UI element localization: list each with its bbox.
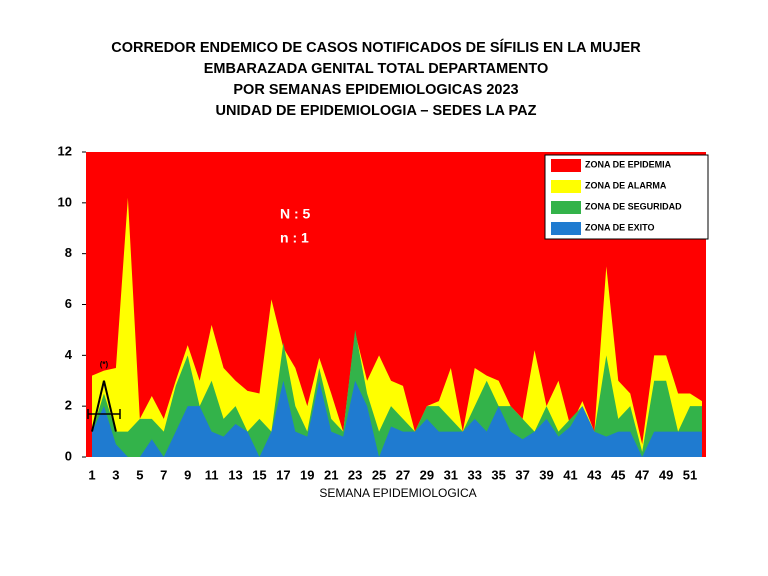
x-tick-label: 13: [228, 467, 242, 482]
x-tick-label: 29: [420, 467, 434, 482]
x-tick-label: 25: [372, 467, 386, 482]
x-tick-label: 31: [444, 467, 458, 482]
x-tick-label: 37: [515, 467, 529, 482]
chart-title: POR SEMANAS EPIDEMIOLOGICAS 2023: [233, 82, 518, 98]
legend-swatch: [551, 201, 581, 214]
legend-swatch: [551, 180, 581, 193]
y-tick-label: 12: [58, 143, 72, 158]
annotation: n : 1: [280, 230, 309, 246]
x-tick-label: 45: [611, 467, 625, 482]
x-tick-label: 27: [396, 467, 410, 482]
x-tick-label: 35: [491, 467, 505, 482]
legend-swatch: [551, 222, 581, 235]
legend-label: ZONA DE EXITO: [585, 222, 655, 232]
x-tick-label: 3: [112, 467, 119, 482]
x-tick-label: 7: [160, 467, 167, 482]
chart-title: UNIDAD DE EPIDEMIOLOGIA – SEDES LA PAZ: [216, 103, 537, 119]
x-tick-label: 9: [184, 467, 191, 482]
x-tick-label: 21: [324, 467, 338, 482]
x-tick-label: 1: [88, 467, 95, 482]
zone-area: [92, 380, 702, 457]
x-tick-label: 5: [136, 467, 143, 482]
y-tick-label: 8: [65, 245, 72, 260]
x-tick-label: 39: [539, 467, 553, 482]
x-tick-label: 33: [468, 467, 482, 482]
x-tick-label: 41: [563, 467, 577, 482]
y-tick-label: 0: [65, 448, 72, 463]
annotation: (*): [100, 360, 109, 369]
y-tick-label: 2: [65, 398, 72, 413]
x-tick-label: 15: [252, 467, 266, 482]
x-tick-label: 11: [205, 467, 219, 482]
x-tick-label: 19: [300, 467, 314, 482]
x-tick-label: 17: [276, 467, 290, 482]
chart-title: CORREDOR ENDEMICO DE CASOS NOTIFICADOS D…: [111, 39, 641, 56]
legend-label: ZONA DE ALARMA: [585, 180, 667, 190]
x-tick-label: 49: [659, 467, 673, 482]
y-tick-label: 4: [65, 347, 73, 362]
y-tick-label: 6: [65, 296, 72, 311]
legend-label: ZONA DE SEGURIDAD: [585, 201, 682, 211]
x-tick-label: 51: [683, 467, 697, 482]
legend-label: ZONA DE EPIDEMIA: [585, 159, 672, 169]
legend-swatch: [551, 159, 581, 172]
zone-area: [92, 197, 702, 457]
x-tick-label: 47: [635, 467, 649, 482]
y-tick-label: 10: [58, 194, 72, 209]
x-axis-label: SEMANA EPIDEMIOLOGICA: [319, 486, 476, 500]
x-tick-label: 43: [587, 467, 601, 482]
chart-title: EMBARAZADA GENITAL TOTAL DEPARTAMENTO: [204, 61, 549, 77]
annotation: N : 5: [280, 206, 311, 222]
x-tick-label: 23: [348, 467, 362, 482]
